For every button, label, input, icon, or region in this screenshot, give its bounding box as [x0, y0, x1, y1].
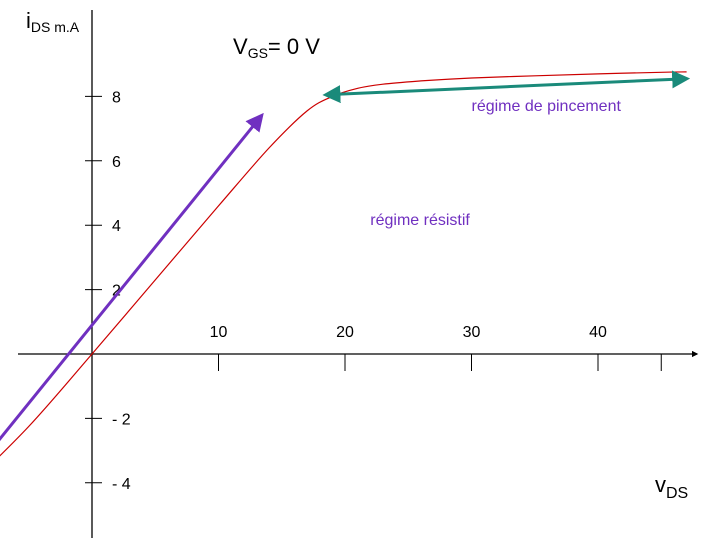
y-tick-label--2: - 2 [112, 411, 131, 428]
curve-label-prefix: V [233, 34, 248, 59]
x-tick-label-40: 40 [589, 324, 607, 341]
ids-vds-curve [0, 71, 687, 457]
curve-label-suffix: = 0 V [268, 34, 320, 59]
x-ticks: 10 20 30 40 [210, 324, 662, 371]
y-tick-label-8: 8 [112, 89, 121, 106]
y-axis-label: iDS m.A [26, 8, 80, 35]
resistive-regime-label: régime résistif [370, 212, 470, 229]
y-tick-label--4: - 4 [112, 476, 131, 493]
pinch-off-regime-arrow [322, 70, 691, 104]
x-axis-label: vDS [655, 472, 688, 502]
x-axis-label-sub: DS [666, 485, 688, 502]
y-tick-label-6: 6 [112, 154, 121, 171]
curve-label: VGS= 0 V [233, 34, 320, 61]
y-axis-label-sub: DS m.A [31, 19, 80, 35]
x-tick-label-20: 20 [336, 324, 354, 341]
x-tick-label-30: 30 [463, 324, 481, 341]
curve-label-sub: GS [248, 45, 268, 61]
curves [0, 71, 687, 457]
x-tick-label-10: 10 [210, 324, 228, 341]
y-tick-label-4: 4 [112, 218, 121, 235]
annotations: régime résistif régime de pincement [0, 70, 691, 540]
y-axis-label-main: i [26, 8, 31, 33]
pinch-off-regime-label: régime de pincement [472, 98, 622, 115]
x-axis-label-main: v [655, 472, 666, 497]
resistive-regime-arrow [0, 112, 264, 540]
